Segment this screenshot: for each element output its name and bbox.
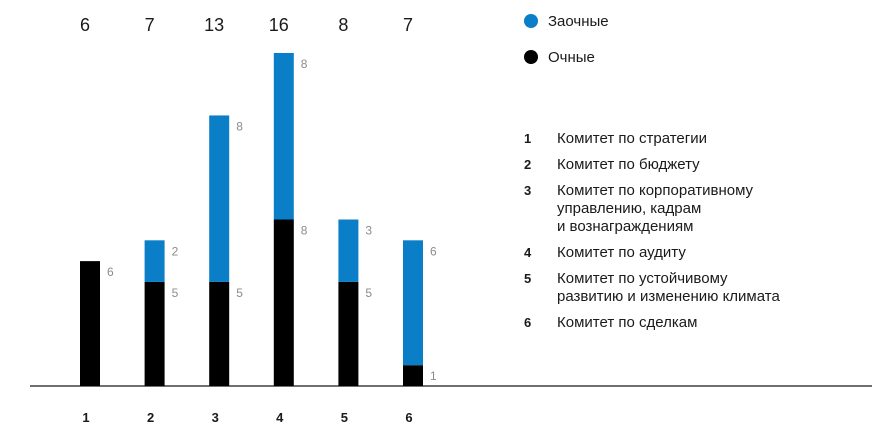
segment-value-label: 8 bbox=[301, 57, 308, 71]
key-text: Комитет по корпоративному управлению, ка… bbox=[557, 182, 754, 235]
key-item: 3 Комитет по корпоративному управлению, … bbox=[524, 182, 874, 236]
category-label: 6 bbox=[405, 410, 412, 425]
segment-value-label: 1 bbox=[430, 369, 437, 383]
bar-segment-ochnye bbox=[338, 281, 359, 386]
total-value-label: 13 bbox=[204, 15, 224, 35]
bar-segment-ochnye bbox=[144, 281, 165, 386]
segment-value-label: 8 bbox=[301, 224, 308, 238]
total-value-label: 16 bbox=[269, 15, 289, 35]
bar-segment-ochnye bbox=[403, 365, 423, 386]
bar-segment-ochnye bbox=[273, 219, 294, 386]
segment-value-label: 8 bbox=[236, 119, 243, 133]
legend-label: Заочные bbox=[548, 12, 609, 30]
legend-label: Очные bbox=[548, 48, 595, 66]
bar-segment-zaochnye bbox=[273, 53, 294, 220]
bar-segment-ochnye bbox=[209, 281, 230, 386]
segment-value-label: 5 bbox=[236, 286, 243, 300]
category-label: 3 bbox=[212, 410, 219, 425]
segment-value-label: 6 bbox=[107, 265, 114, 279]
bar-segment-zaochnye bbox=[144, 240, 165, 282]
bar-segment-zaochnye bbox=[338, 219, 359, 282]
key-text: Комитет по устойчивому развитию и измене… bbox=[557, 270, 780, 305]
key-item: 2 Комитет по бюджету bbox=[524, 156, 874, 174]
key-item: 6 Комитет по сделкам bbox=[524, 314, 874, 332]
total-value-label: 7 bbox=[403, 15, 413, 35]
legend-item-ochnye: Очные bbox=[524, 46, 609, 68]
key-number: 3 bbox=[524, 183, 532, 198]
key-number: 4 bbox=[524, 245, 532, 260]
key-number: 5 bbox=[524, 271, 532, 286]
key-number: 2 bbox=[524, 157, 532, 172]
key-item: 4 Комитет по аудиту bbox=[524, 244, 874, 262]
key-item: 1 Комитет по стратегии bbox=[524, 130, 874, 148]
legend-dot-icon bbox=[524, 14, 538, 28]
segment-value-label: 5 bbox=[172, 286, 179, 300]
committee-key-list: 1 Комитет по стратегии 2 Комитет по бюдж… bbox=[524, 130, 874, 340]
bars-group bbox=[80, 53, 423, 386]
segment-value-label: 2 bbox=[172, 244, 179, 258]
key-item: 5 Комитет по устойчивому развитию и изме… bbox=[524, 270, 874, 306]
key-text: Комитет по сделкам bbox=[557, 314, 698, 331]
category-label: 1 bbox=[82, 410, 89, 425]
bar-segment-zaochnye bbox=[403, 240, 423, 366]
total-value-label: 8 bbox=[338, 15, 348, 35]
legend-dot-icon bbox=[524, 50, 538, 64]
key-number: 6 bbox=[524, 315, 532, 330]
segment-value-label: 3 bbox=[365, 224, 372, 238]
legend-item-zaochnye: Заочные bbox=[524, 10, 609, 32]
total-value-label: 7 bbox=[145, 15, 155, 35]
bar-segment-zaochnye bbox=[209, 115, 230, 282]
key-text: Комитет по аудиту bbox=[557, 244, 686, 261]
legend: Заочные Очные bbox=[524, 10, 609, 82]
key-text: Комитет по бюджету bbox=[557, 156, 700, 173]
category-label: 5 bbox=[341, 410, 348, 425]
key-number: 1 bbox=[524, 131, 532, 146]
segment-value-label: 6 bbox=[430, 244, 437, 258]
bar-segment-ochnye bbox=[80, 261, 100, 386]
key-text: Комитет по стратегии bbox=[557, 130, 707, 147]
category-label: 4 bbox=[276, 410, 284, 425]
segment-value-label: 5 bbox=[365, 286, 372, 300]
total-value-label: 6 bbox=[80, 15, 90, 35]
category-label: 2 bbox=[147, 410, 154, 425]
